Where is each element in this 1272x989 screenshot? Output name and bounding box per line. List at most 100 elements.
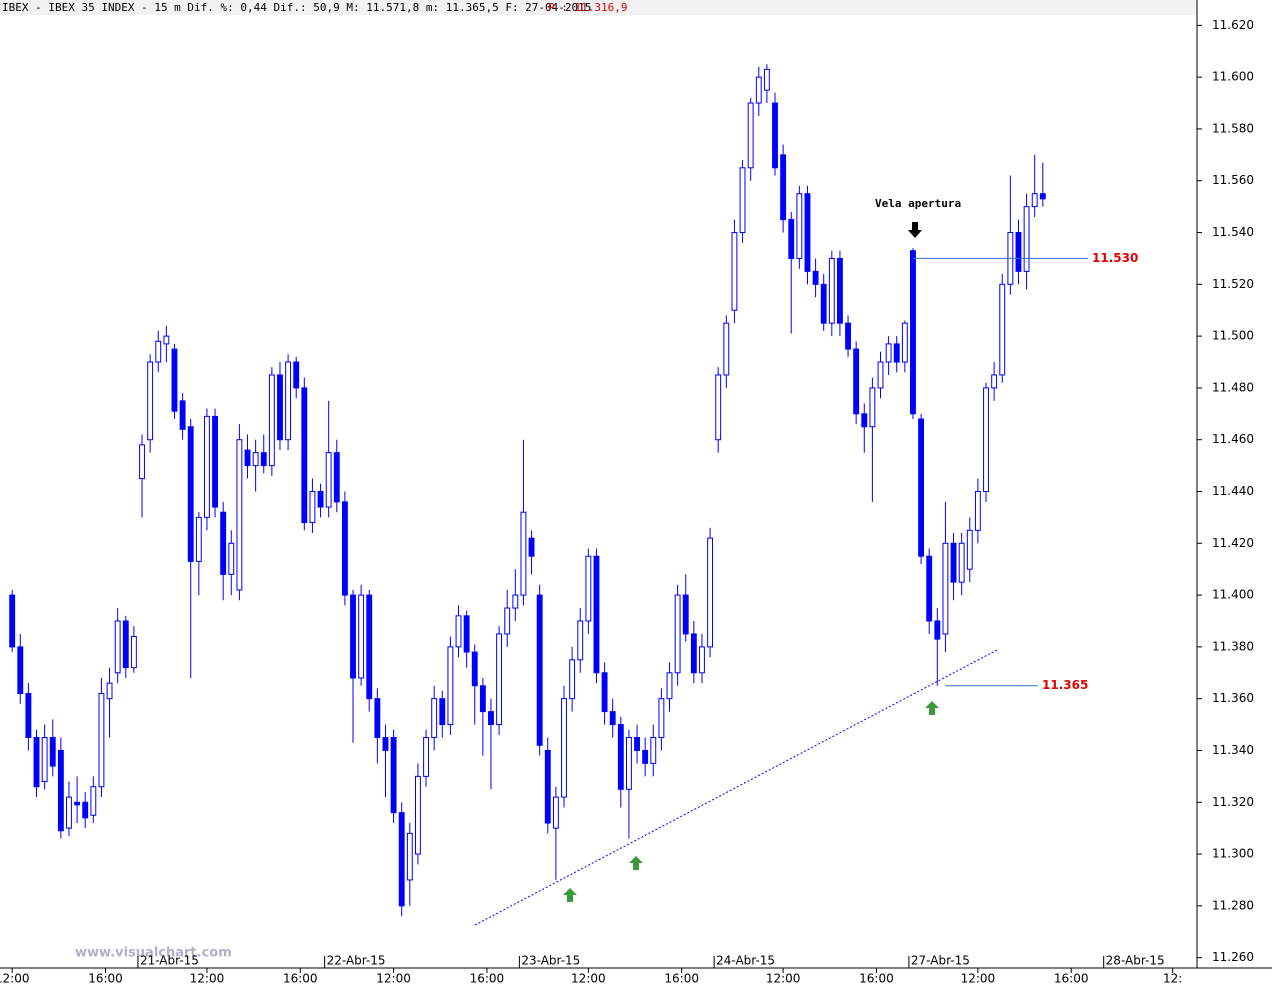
candle-body [950, 542, 957, 583]
candle-body [934, 620, 941, 640]
candle-body [601, 672, 608, 713]
candle-body [707, 537, 714, 648]
candle-body [901, 322, 908, 363]
candle-body [617, 724, 624, 790]
candle-body [991, 374, 998, 389]
candle-body [634, 737, 640, 751]
candle-body [317, 491, 324, 508]
candle-body [812, 270, 819, 285]
candle-body [731, 232, 738, 311]
candle-body [171, 348, 178, 412]
candle-body [650, 737, 657, 764]
candle-body [796, 193, 803, 259]
candle-body [869, 387, 876, 428]
x-tick-label: 12: [1163, 972, 1182, 986]
candle-body [463, 615, 470, 653]
candle-body [260, 452, 267, 467]
candle-body [999, 283, 1006, 376]
candle-body [958, 542, 965, 583]
y-tick-label: 11.400 [1212, 588, 1254, 602]
candle-body [877, 361, 884, 389]
candle-body [561, 698, 567, 798]
candle-body [122, 620, 129, 669]
candle-body [82, 801, 89, 819]
x-tick-label: 12:00 [571, 972, 606, 986]
candle-body [398, 812, 405, 907]
candle-body [358, 594, 365, 679]
candle-body [9, 594, 16, 648]
candle-body [325, 452, 332, 508]
candle-body [236, 439, 243, 591]
y-tick-label: 11.340 [1212, 743, 1254, 757]
candle-body [33, 737, 40, 788]
candle-body [885, 343, 892, 363]
candle-body [382, 737, 389, 751]
candle-body [674, 594, 681, 674]
y-tick-label: 11.260 [1212, 950, 1254, 964]
candle-body [577, 620, 584, 661]
candle-body [520, 511, 527, 596]
candle-body [512, 594, 519, 609]
date-tick-label: 24-Abr-15 [716, 954, 775, 968]
candle-body [439, 698, 446, 726]
y-tick-label: 11.540 [1212, 225, 1254, 239]
candle-body [390, 737, 397, 814]
candle-body [853, 348, 860, 415]
y-tick-label: 11.280 [1212, 898, 1254, 912]
candle-body [496, 633, 503, 726]
candle-body [690, 633, 697, 674]
x-tick-label: 16:00 [470, 972, 505, 986]
candle-body [1039, 193, 1046, 200]
candle-body [293, 361, 300, 389]
candle-body [763, 68, 770, 91]
candle-body [552, 796, 559, 829]
annotation: Vela apertura [875, 197, 961, 210]
candle-body [309, 491, 316, 524]
x-tick-label: 16:00 [88, 972, 123, 986]
candle-body [569, 659, 576, 700]
candle-body [715, 374, 722, 441]
date-tick-label: 27-Abr-15 [911, 954, 970, 968]
candle-body [366, 594, 373, 700]
candle-body [66, 796, 72, 829]
candle-body [25, 692, 32, 739]
candle-body [415, 775, 421, 855]
x-tick-label: 12:00 [961, 972, 996, 986]
candle-body [585, 555, 592, 622]
x-tick-label: 12:00 [0, 972, 29, 986]
candle-body [139, 444, 145, 480]
down-arrow [908, 222, 922, 238]
x-tick-label: 16:00 [664, 972, 699, 986]
candle-body [739, 167, 746, 234]
candle-body [974, 491, 981, 531]
candle-body [609, 711, 616, 726]
y-tick-label: 11.320 [1212, 795, 1254, 809]
candle-body [488, 711, 494, 726]
candle-body [504, 607, 511, 635]
candle-body [130, 636, 137, 669]
candle-body [455, 615, 462, 648]
y-tick-label: 11.480 [1212, 380, 1254, 394]
watermark: www.visualchart.com [75, 946, 232, 961]
candle-body [179, 400, 186, 430]
candle-body [699, 646, 705, 674]
candle-body [536, 594, 543, 746]
y-tick-label: 11.440 [1212, 484, 1254, 498]
candle-body [228, 542, 235, 575]
candle-body [983, 387, 989, 493]
x-tick-label: 12:00 [376, 972, 411, 986]
price-line-label: 11.530 [1092, 251, 1138, 265]
y-tick-label: 11.360 [1212, 691, 1254, 705]
candle-body [244, 449, 251, 467]
candle-body [147, 361, 154, 441]
candle-body [893, 343, 900, 363]
up-arrow [563, 888, 577, 902]
candle-body [772, 102, 778, 169]
candle-body [374, 698, 381, 739]
candle-body [74, 801, 81, 806]
candle-body [804, 193, 811, 272]
up-arrow [925, 701, 939, 715]
candle-body [447, 646, 454, 726]
candle-body [423, 737, 429, 777]
candle-body [406, 832, 413, 881]
